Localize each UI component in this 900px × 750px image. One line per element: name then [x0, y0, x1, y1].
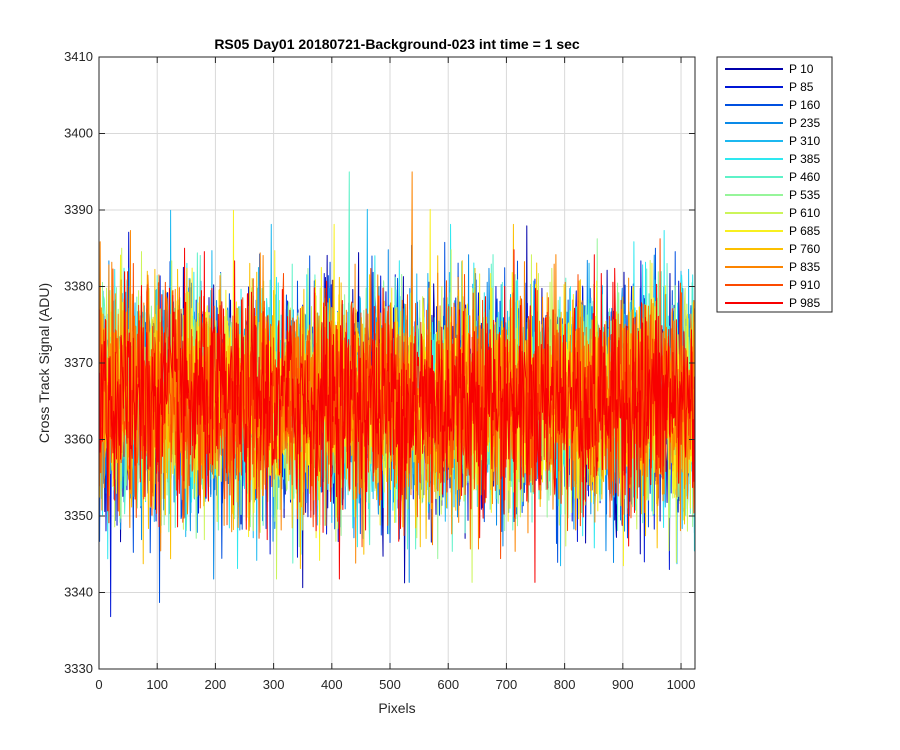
x-axis-label: Pixels: [378, 700, 415, 716]
legend-label: P 985: [789, 296, 820, 310]
legend: P 10 P 85 P 160 P 235 P 310 P 385 P 460 P 535 P …: [716, 56, 833, 313]
y-tick-label: 3340: [64, 585, 93, 600]
legend-label: P 160: [789, 98, 820, 112]
legend-label: P 460: [789, 170, 820, 184]
y-tick-label: 3410: [64, 49, 93, 64]
y-tick-label: 3370: [64, 355, 93, 370]
x-tick-label: 1000: [667, 677, 696, 692]
x-tick-label: 500: [379, 677, 401, 692]
legend-label: P 535: [789, 188, 820, 202]
series-line: [98, 247, 696, 583]
y-axis-label: Cross Track Signal (ADU): [36, 283, 52, 443]
legend-label: P 610: [789, 206, 820, 220]
legend-label: P 235: [789, 116, 820, 130]
legend-label: P 910: [789, 278, 820, 292]
x-tick-label: 100: [146, 677, 168, 692]
chart-title: RS05 Day01 20180721-Background-023 int t…: [214, 36, 580, 52]
axis-ticks: 0 100 200 300 400 500 600 700 800 900 1000 3330 3340…: [64, 49, 695, 692]
x-tick-label: 300: [263, 677, 285, 692]
y-tick-label: 3360: [64, 432, 93, 447]
x-tick-label: 600: [437, 677, 459, 692]
legend-label: P 85: [789, 80, 814, 94]
y-tick-label: 3390: [64, 202, 93, 217]
x-tick-label: 400: [321, 677, 343, 692]
y-tick-label: 3350: [64, 508, 93, 523]
legend-label: P 760: [789, 242, 820, 256]
legend-label: P 835: [789, 260, 820, 274]
x-tick-label: 700: [496, 677, 518, 692]
legend-label: P 685: [789, 224, 820, 238]
y-tick-label: 3400: [64, 126, 93, 141]
x-tick-label: 0: [95, 677, 102, 692]
x-tick-label: 900: [612, 677, 634, 692]
legend-box: [716, 56, 833, 313]
series-traces: [98, 171, 696, 618]
y-tick-label: 3330: [64, 661, 93, 676]
legend-label: P 385: [789, 152, 820, 166]
x-tick-label: 800: [554, 677, 576, 692]
y-tick-label: 3380: [64, 279, 93, 294]
x-tick-label: 200: [205, 677, 227, 692]
legend-label: P 10: [789, 62, 814, 76]
legend-label: P 310: [789, 134, 820, 148]
